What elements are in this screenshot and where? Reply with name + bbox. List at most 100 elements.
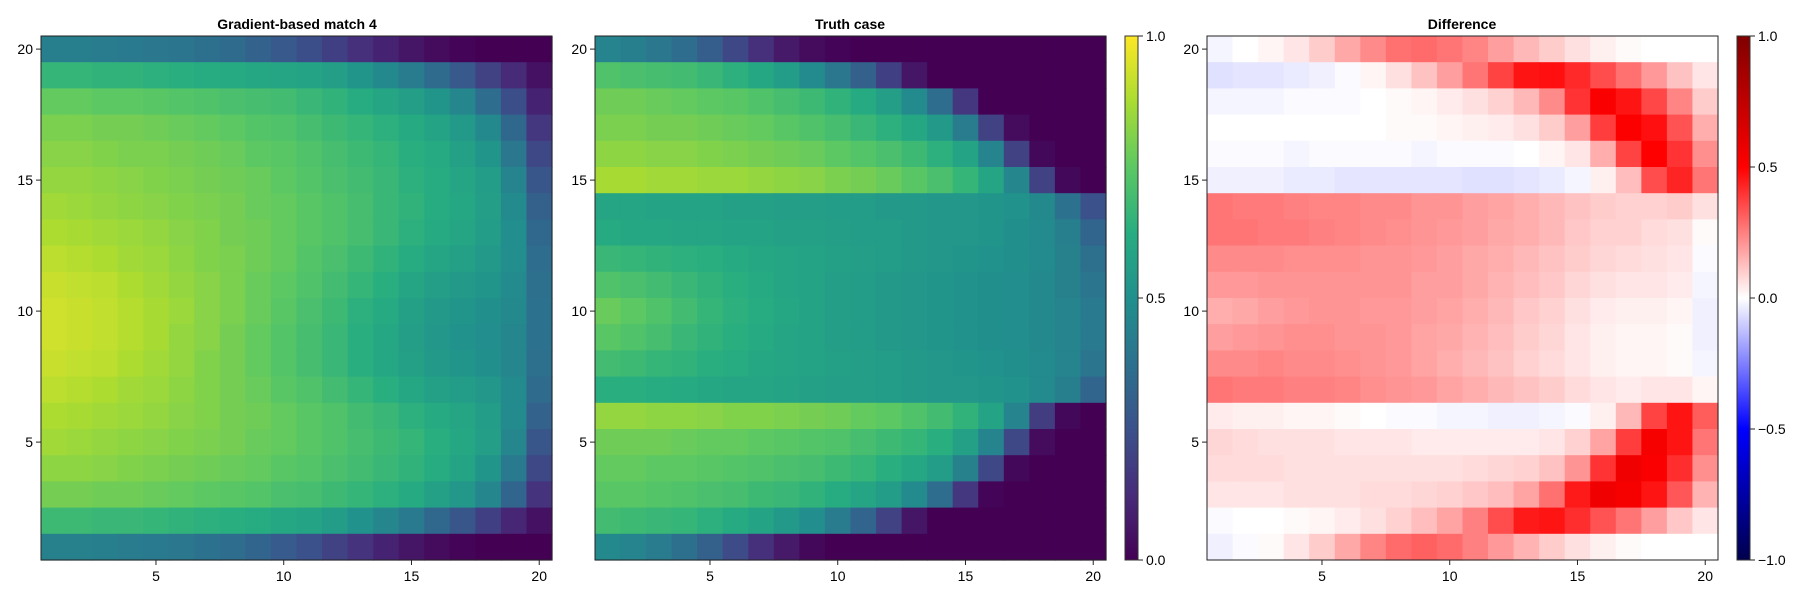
heatmap-cell — [1513, 114, 1540, 142]
heatmap-cell — [850, 36, 877, 63]
heatmap-cell — [1666, 245, 1694, 273]
heatmap-cell — [1309, 193, 1336, 220]
heatmap-cell — [168, 271, 195, 299]
heatmap-cell — [1411, 114, 1438, 142]
heatmap-cell — [1692, 481, 1719, 509]
heatmap-cell — [646, 429, 673, 456]
heatmap-cell — [66, 193, 93, 220]
heatmap-cell — [1003, 507, 1030, 535]
heatmap-cell — [245, 271, 272, 299]
heatmap-cell — [41, 533, 68, 561]
heatmap-cell — [117, 481, 144, 509]
heatmap-cell — [1462, 88, 1489, 116]
heatmap-cell — [1258, 245, 1285, 273]
heatmap-cell — [697, 324, 724, 351]
heatmap-cell — [646, 193, 673, 220]
heatmap-cell — [722, 324, 749, 351]
heatmap-cell — [850, 324, 877, 351]
heatmap-cell — [1385, 298, 1412, 325]
heatmap-cell — [1054, 376, 1082, 404]
heatmap-cell — [1309, 140, 1336, 168]
heatmap-cell — [876, 140, 903, 168]
heatmap-cell — [876, 455, 903, 482]
heatmap-cell — [219, 114, 246, 142]
heatmap-cell — [424, 36, 451, 63]
heatmap-cell — [697, 271, 724, 299]
heatmap-cell — [500, 114, 528, 142]
heatmap-cell — [1029, 219, 1056, 247]
heatmap-cell — [1334, 429, 1361, 456]
heatmap-cell — [1539, 271, 1566, 299]
heatmap-cell — [952, 245, 979, 273]
heatmap-cell — [270, 219, 298, 247]
heatmap-cell — [952, 429, 979, 456]
heatmap-cell — [168, 140, 195, 168]
heatmap-cell — [671, 324, 698, 351]
heatmap-cell — [92, 140, 119, 168]
heatmap-cell — [168, 36, 195, 63]
heatmap-cell — [671, 271, 698, 299]
heatmap-cell — [1666, 455, 1694, 482]
heatmap-cell — [824, 140, 852, 168]
heatmap-cell — [66, 429, 93, 456]
heatmap-cell — [978, 481, 1005, 509]
heatmap-cell — [901, 429, 928, 456]
heatmap-cell — [1360, 298, 1387, 325]
heatmap-cell — [1309, 507, 1336, 535]
heatmap-cell — [41, 193, 68, 220]
heatmap-cell — [1539, 533, 1566, 561]
heatmap-cell — [194, 481, 221, 509]
heatmap-cell — [1436, 114, 1464, 142]
heatmap-cell — [245, 298, 272, 325]
heatmap-cell — [1207, 167, 1234, 194]
heatmap-cell — [646, 324, 673, 351]
y-tick-label: 5 — [1191, 434, 1199, 450]
heatmap-cell — [322, 245, 349, 273]
heatmap-cell — [1360, 455, 1387, 482]
heatmap-cell — [66, 219, 93, 247]
heatmap-cell — [1564, 298, 1591, 325]
heatmap-cell — [773, 36, 800, 63]
heatmap-cell — [66, 36, 93, 63]
heatmap-cell — [1539, 507, 1566, 535]
colorbar-tick-label: 0.0 — [1146, 552, 1166, 568]
heatmap-cell — [1564, 350, 1591, 378]
heatmap-cell — [1615, 376, 1642, 404]
heatmap-cell — [620, 271, 647, 299]
heatmap-cell — [1590, 376, 1617, 404]
heatmap-cell — [168, 167, 195, 194]
heatmap-cell — [526, 507, 553, 535]
heatmap-cell — [901, 219, 928, 247]
heatmap-cell — [322, 114, 349, 142]
heatmap-cell — [1003, 350, 1030, 378]
heatmap-cell — [168, 507, 195, 535]
x-tick-label: 5 — [152, 568, 160, 584]
heatmap-cell — [1590, 245, 1617, 273]
heatmap-cell — [143, 429, 170, 456]
heatmap-cell — [671, 533, 698, 561]
heatmap-cell — [1641, 350, 1668, 378]
heatmap-cell — [475, 350, 502, 378]
heatmap-cell — [1539, 62, 1566, 89]
heatmap-cell — [1080, 429, 1107, 456]
heatmap-cell — [722, 350, 749, 378]
heatmap-cell — [41, 402, 68, 430]
heatmap-cell — [270, 193, 298, 220]
heatmap-cell — [773, 193, 800, 220]
heatmap-cell — [901, 36, 928, 63]
colorbar-tick-label: 1.0 — [1146, 28, 1166, 44]
heatmap-cell — [1539, 350, 1566, 378]
heatmap-cell — [697, 114, 724, 142]
heatmap-cell — [697, 36, 724, 63]
heatmap-cell — [398, 271, 425, 299]
heatmap-cell — [1411, 36, 1438, 63]
heatmap-cell — [773, 455, 800, 482]
heatmap-cell — [646, 507, 673, 535]
x-tick-label: 5 — [1318, 568, 1326, 584]
heatmap-cell — [500, 350, 528, 378]
heatmap-cell — [526, 533, 553, 561]
heatmap-cell — [1539, 219, 1566, 247]
heatmap-cell — [850, 507, 877, 535]
heatmap-cell — [722, 114, 749, 142]
heatmap-cell — [595, 140, 622, 168]
